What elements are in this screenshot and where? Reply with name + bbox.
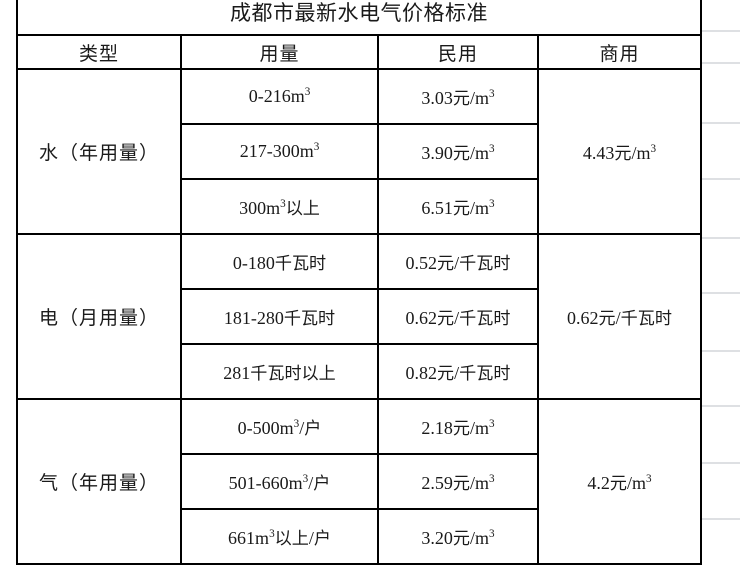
commercial-price-water: 4.43元/m3 [537,68,702,235]
price-standard-table: 成都市最新水电气价格标准 类型 用量 民用 商用 水（年用量） 0-216m3 … [16,0,702,565]
category-gas: 气（年用量） [16,398,182,565]
table-header-row: 类型 用量 民用 商用 [16,34,702,70]
usage-electricity-tier-1: 0-180千瓦时 [180,233,379,290]
column-header-type: 类型 [16,34,182,70]
usage-gas-tier-3: 661m3以上/户 [180,508,379,565]
civil-price-gas-tier-3: 3.20元/m3 [377,508,539,565]
civil-price-electricity-tier-3: 0.82元/千瓦时 [377,343,539,400]
table-row: 气（年用量） 0-500m3/户 2.18元/m3 4.2元/m3 [16,398,702,565]
commercial-price-gas: 4.2元/m3 [537,398,702,565]
category-electricity: 电（月用量） [16,233,182,400]
commercial-price-electricity: 0.62元/千瓦时 [537,233,702,400]
civil-price-gas-tier-1: 2.18元/m3 [377,398,539,455]
table-row: 501-660m3/户 2.59元/m3 [17,453,701,510]
category-water: 水（年用量） [16,68,182,235]
usage-electricity-tier-2: 181-280千瓦时 [180,288,379,345]
usage-water-tier-2: 217-300m3 [180,123,379,180]
table-row: 281千瓦时以上 0.82元/千瓦时 [17,343,701,400]
civil-price-electricity-tier-1: 0.52元/千瓦时 [377,233,539,290]
table-row: 水（年用量） 0-216m3 3.03元/m3 4.43元/m3 [16,68,702,235]
usage-electricity-tier-3: 281千瓦时以上 [180,343,379,400]
table-row: 181-280千瓦时 0.62元/千瓦时 [17,288,701,345]
table-title-row: 成都市最新水电气价格标准 [16,0,702,36]
table-row: 217-300m3 3.90元/m3 [17,123,701,180]
usage-gas-tier-2: 501-660m3/户 [180,453,379,510]
usage-water-tier-3: 300m3以上 [180,178,379,235]
civil-price-gas-tier-2: 2.59元/m3 [377,453,539,510]
civil-price-water-tier-1: 3.03元/m3 [377,68,539,125]
column-header-commercial: 商用 [537,34,702,70]
usage-gas-tier-1: 0-500m3/户 [180,398,379,455]
civil-price-water-tier-3: 6.51元/m3 [377,178,539,235]
price-standard-sheet: 成都市最新水电气价格标准 类型 用量 民用 商用 水（年用量） 0-216m3 … [16,0,702,565]
column-header-usage: 用量 [180,34,379,70]
table-row: 300m3以上 6.51元/m3 [17,178,701,235]
table-title: 成都市最新水电气价格标准 [16,0,702,36]
civil-price-water-tier-2: 3.90元/m3 [377,123,539,180]
column-header-civil: 民用 [377,34,539,70]
civil-price-electricity-tier-2: 0.62元/千瓦时 [377,288,539,345]
usage-water-tier-1: 0-216m3 [180,68,379,125]
table-row: 电（月用量） 0-180千瓦时 0.52元/千瓦时 0.62元/千瓦时 [16,233,702,400]
